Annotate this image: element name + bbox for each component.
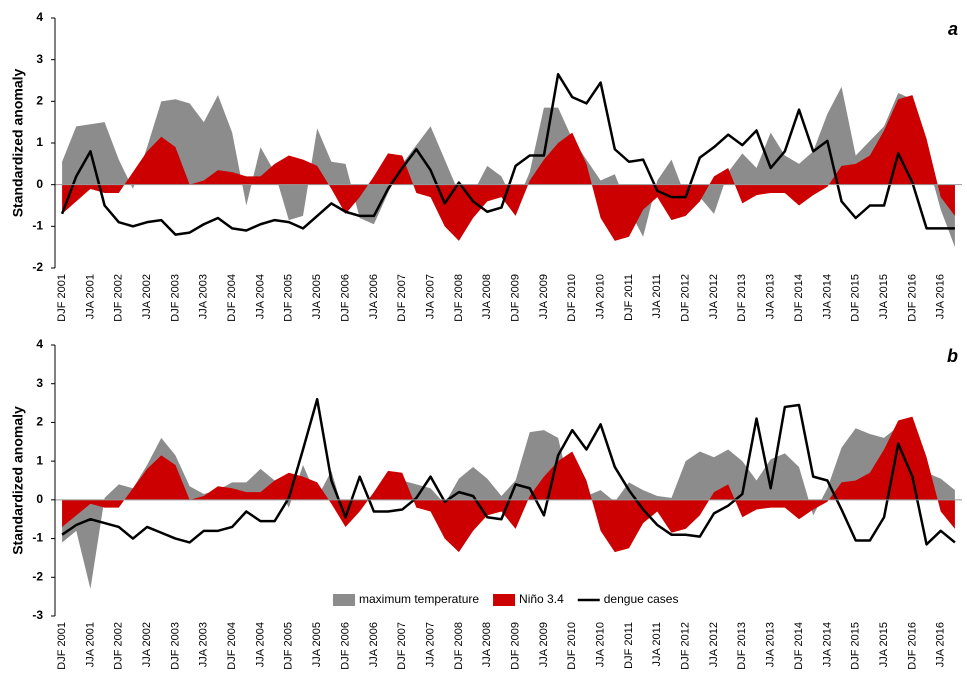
x-tick-label: DJF 2004 (226, 274, 238, 322)
x-tick-label: DJF 2014 (793, 622, 805, 670)
legend-label: Niño 3.4 (519, 592, 564, 606)
y-tick-label: 3 (36, 52, 43, 66)
x-tick-label: JJA 2008 (481, 274, 493, 319)
x-tick-label: JJA 2009 (538, 622, 550, 667)
x-tick-label: JJA 2004 (254, 622, 266, 667)
x-tick-label: DJF 2005 (283, 274, 295, 322)
y-tick-label: -1 (32, 219, 43, 233)
x-tick-label: JJA 2003 (198, 622, 210, 667)
x-tick-label: DJF 2006 (339, 274, 351, 322)
x-tick-label: DJF 2013 (736, 622, 748, 670)
x-tick-label: DJF 2001 (56, 622, 68, 670)
x-tick-label: DJF 2015 (850, 622, 862, 670)
x-tick-label: JJA 2013 (765, 274, 777, 319)
x-tick-label: JJA 2003 (198, 274, 210, 319)
x-tick-label: JJA 2002 (141, 274, 153, 319)
x-tick-label: JJA 2015 (878, 274, 890, 319)
y-axis-title: Standardized anomaly (10, 68, 26, 217)
x-tick-label: DJF 2003 (169, 622, 181, 670)
y-tick-label: 4 (36, 10, 43, 24)
y-tick-label: -1 (32, 531, 43, 545)
x-tick-label: DJF 2016 (906, 274, 918, 322)
y-axis-title: Standardized anomaly (10, 406, 26, 555)
y-tick-label: -3 (32, 608, 43, 622)
x-tick-label: DJF 2012 (680, 274, 692, 322)
panel-label: a (948, 19, 958, 39)
y-tick-label: -2 (32, 569, 43, 583)
area (62, 426, 955, 589)
legend-label: maximum temperature (359, 592, 479, 606)
legend-swatch (333, 594, 355, 606)
x-tick-label: JJA 2007 (424, 274, 436, 319)
area (62, 416, 955, 553)
x-tick-label: JJA 2013 (765, 622, 777, 667)
x-tick-label: JJA 2010 (595, 622, 607, 667)
legend-swatch (493, 594, 516, 606)
x-tick-label: JJA 2007 (424, 622, 436, 667)
x-tick-label: JJA 2012 (708, 274, 720, 319)
x-tick-label: DJF 2009 (509, 274, 521, 322)
x-tick-label: DJF 2015 (850, 274, 862, 322)
x-tick-label: JJA 2011 (651, 274, 663, 318)
x-tick-label: DJF 2007 (396, 274, 408, 322)
x-tick-label: DJF 2016 (906, 622, 918, 670)
x-tick-label: JJA 2012 (708, 622, 720, 667)
x-tick-label: DJF 2004 (226, 622, 238, 670)
x-tick-label: DJF 2011 (623, 274, 635, 321)
x-tick-label: JJA 2016 (935, 274, 947, 319)
x-tick-label: DJF 2009 (509, 622, 521, 670)
x-tick-label: JJA 2001 (84, 274, 96, 319)
x-tick-label: JJA 2006 (368, 274, 380, 319)
x-tick-label: JJA 2005 (311, 622, 323, 667)
x-tick-label: JJA 2001 (84, 622, 96, 667)
x-tick-label: DJF 2007 (396, 622, 408, 670)
y-tick-label: 3 (36, 376, 43, 390)
x-tick-label: DJF 2008 (453, 622, 465, 670)
x-tick-label: JJA 2014 (821, 622, 833, 667)
y-tick-label: 1 (36, 135, 43, 149)
x-tick-label: DJF 2013 (736, 274, 748, 322)
x-tick-label: JJA 2015 (878, 622, 890, 667)
y-tick-label: 1 (36, 453, 43, 467)
x-tick-label: JJA 2011 (651, 622, 663, 666)
x-tick-label: DJF 2010 (566, 274, 578, 322)
x-tick-label: DJF 2008 (453, 274, 465, 322)
x-tick-label: DJF 2006 (339, 622, 351, 670)
x-tick-label: JJA 2010 (595, 274, 607, 319)
x-tick-label: JJA 2006 (368, 622, 380, 667)
line (61, 397, 956, 546)
y-tick-label: 0 (36, 177, 43, 191)
area (62, 86, 955, 248)
x-tick-label: DJF 2001 (56, 274, 68, 322)
x-tick-label: DJF 2011 (623, 622, 635, 669)
x-tick-label: DJF 2002 (113, 622, 125, 670)
x-tick-label: DJF 2014 (793, 274, 805, 322)
y-tick-label: -2 (32, 260, 43, 274)
x-tick-label: JJA 2004 (254, 274, 266, 319)
legend-label: dengue cases (604, 592, 679, 606)
y-tick-label: 4 (36, 337, 43, 351)
y-tick-label: 2 (36, 94, 43, 108)
x-tick-label: DJF 2002 (113, 274, 125, 322)
x-tick-label: JJA 2002 (141, 622, 153, 667)
x-tick-label: DJF 2012 (680, 622, 692, 670)
y-tick-label: 2 (36, 415, 43, 429)
y-tick-label: 0 (36, 492, 43, 506)
line (60, 73, 955, 236)
x-tick-label: DJF 2010 (566, 622, 578, 670)
panel-label: b (947, 346, 958, 366)
x-tick-label: DJF 2005 (283, 622, 295, 670)
x-tick-label: JJA 2008 (481, 622, 493, 667)
x-tick-label: JJA 2016 (935, 622, 947, 667)
x-tick-label: JJA 2014 (821, 274, 833, 319)
x-tick-label: JJA 2005 (311, 274, 323, 319)
x-tick-label: DJF 2003 (169, 274, 181, 322)
x-tick-label: JJA 2009 (538, 274, 550, 319)
